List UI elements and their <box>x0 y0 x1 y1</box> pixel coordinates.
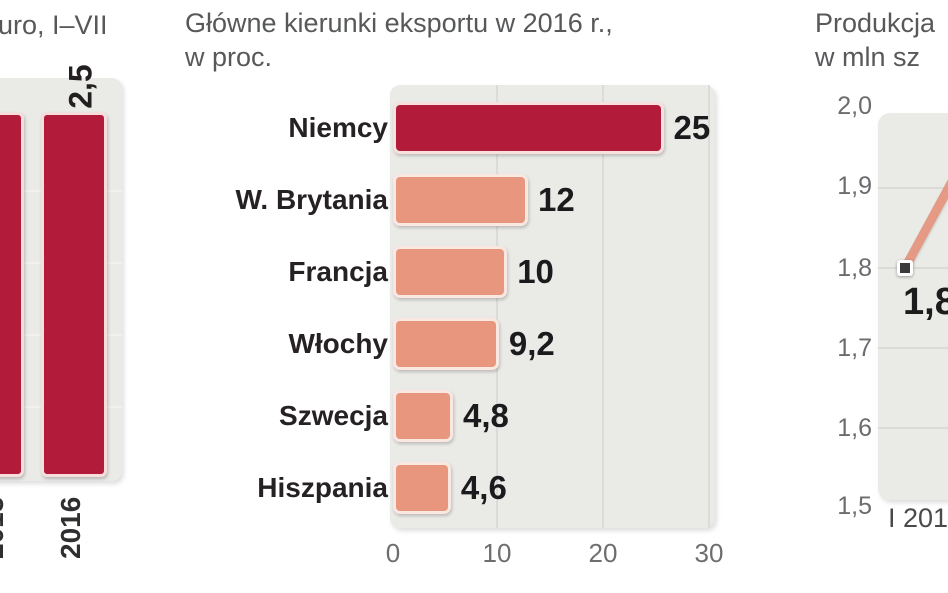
middle-chart-title: Główne kierunki eksportu w 2016 r., w pr… <box>185 6 613 74</box>
right-chart-plot-area <box>878 113 948 500</box>
data-point-label: 1,8 <box>903 281 948 323</box>
left-chart-title-fragment: uro, I–VII <box>0 10 108 40</box>
category-label: Hiszpania <box>257 472 388 503</box>
gridline <box>602 85 604 528</box>
bar <box>393 318 499 370</box>
value-label: 25 <box>673 109 711 146</box>
category-label: Szwecja <box>279 400 388 431</box>
value-label: 4,8 <box>463 397 509 434</box>
right-chart-title-line1: Produkcja <box>815 8 936 38</box>
gridline <box>878 267 948 269</box>
bar <box>393 246 508 298</box>
bar-2016 <box>41 112 107 477</box>
x-tick-label: 0 <box>385 538 401 568</box>
middle-chart-x-axis: 0 10 20 30 <box>386 538 724 568</box>
middle-chart-title-line1: Główne kierunki eksportu w 2016 r., <box>185 8 613 38</box>
category-label: Francja <box>288 256 388 287</box>
gridline <box>878 427 948 429</box>
data-point-marker <box>897 260 913 276</box>
table-row: Włochy 9,2 <box>215 308 720 380</box>
table-row: Niemcy 25 <box>215 92 720 164</box>
table-row: Hiszpania 4,6 <box>215 452 720 524</box>
right-chart-title-line2: w mln sz <box>815 42 921 72</box>
bar-2015-year: 2015 <box>0 496 9 559</box>
bar <box>393 174 529 226</box>
gridline <box>878 187 948 189</box>
bar <box>393 462 451 514</box>
bar <box>393 390 454 442</box>
category-label: W. Brytania <box>235 184 388 215</box>
value-label: 9,2 <box>508 325 555 362</box>
y-tick-label: 1,8 <box>837 254 872 282</box>
x-tick-label: 10 <box>482 538 512 568</box>
gridline <box>878 347 948 349</box>
table-row: Szwecja 4,8 <box>215 380 720 452</box>
value-label: 10 <box>517 253 554 290</box>
y-tick-label: 1,9 <box>837 172 872 200</box>
y-tick-label: 1,6 <box>837 414 872 442</box>
x-tick-label: 20 <box>588 538 618 568</box>
y-tick-label: 2,0 <box>837 92 872 120</box>
value-label: 12 <box>538 181 575 218</box>
table-row: W. Brytania 12 <box>215 164 720 236</box>
x-tick-label: 30 <box>694 538 724 568</box>
y-tick-label: 1,5 <box>837 492 872 520</box>
table-row: Francja 10 <box>215 236 720 308</box>
y-tick-label: 1,7 <box>837 334 872 362</box>
bar-2015 <box>0 112 24 477</box>
bar <box>393 102 664 154</box>
gridline <box>708 85 710 528</box>
value-label: 4,6 <box>460 469 507 506</box>
right-chart-title: Produkcja w mln sz <box>815 6 935 74</box>
category-label: Włochy <box>288 328 388 359</box>
category-label: Niemcy <box>288 112 388 143</box>
right-chart-x-tick: I 2016 <box>888 503 948 533</box>
middle-chart-title-line2: w proc. <box>185 42 273 72</box>
gridline <box>496 85 498 528</box>
export-rows: Niemcy 25 W. Brytania 12 Francja 10 Włoc… <box>215 92 720 524</box>
bar-2016-year: 2016 <box>55 496 86 559</box>
middle-chart-plot-area <box>390 85 715 528</box>
bar-2016-value: 2,5 <box>62 64 99 109</box>
right-chart-y-axis: 2,0 1,9 1,8 1,7 1,6 1,5 <box>820 92 872 520</box>
